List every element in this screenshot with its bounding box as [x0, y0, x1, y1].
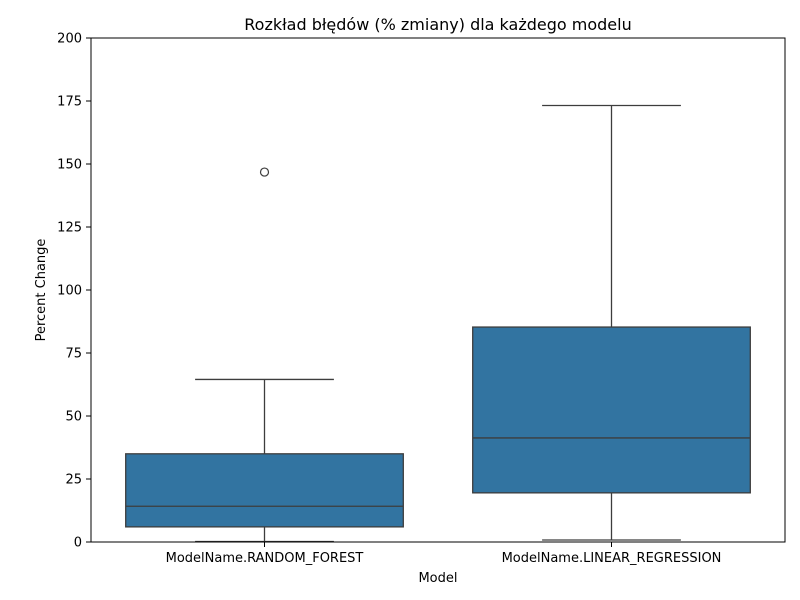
x-axis-label: Model: [418, 571, 457, 586]
y-axis-label: Percent Change: [34, 239, 49, 342]
y-tick-label: 100: [57, 284, 82, 299]
x-tick-label: ModelName.LINEAR_REGRESSION: [502, 551, 722, 566]
y-tick-label: 200: [57, 32, 82, 47]
chart-title: Rozkład błędów (% zmiany) dla każdego mo…: [244, 15, 631, 34]
y-tick-label: 175: [57, 95, 82, 110]
y-tick-label: 75: [65, 347, 82, 362]
box-iqr: [125, 453, 404, 528]
y-tick-label: 50: [65, 410, 82, 425]
y-tick-label: 0: [74, 536, 82, 551]
y-tick-label: 150: [57, 158, 82, 173]
y-tick-label: 125: [57, 221, 82, 236]
outlier-point: [259, 167, 270, 177]
y-tick-label: 25: [65, 473, 82, 488]
axes-frame: [90, 37, 786, 543]
x-tick-label: ModelName.RANDOM_FOREST: [166, 551, 364, 566]
box-iqr: [472, 326, 751, 494]
plot-area: 0 25 50 75 100 125 150 175 200 ModelName.RANDOM_F…: [57, 32, 751, 566]
